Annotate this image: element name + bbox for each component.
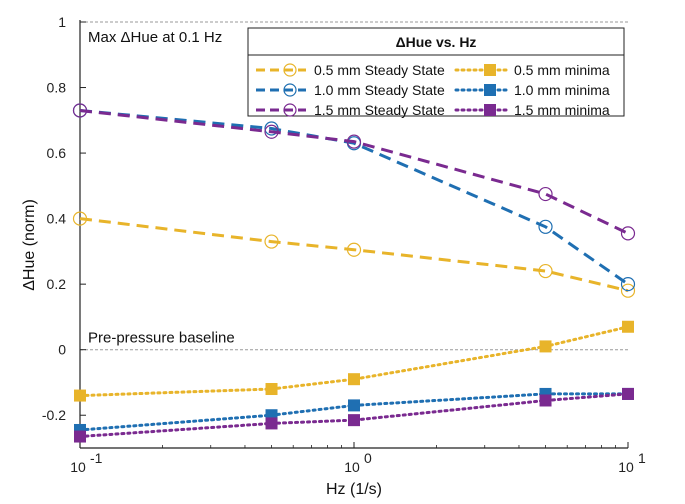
x-tick-label: 10 bbox=[618, 459, 634, 475]
legend-swatch-marker bbox=[484, 104, 496, 116]
legend-label: 1.5 mm minima bbox=[514, 102, 610, 118]
series-line bbox=[79, 109, 629, 286]
series-1-5-mm-steady-state bbox=[72, 103, 636, 241]
series-layer bbox=[72, 103, 636, 443]
legend-swatch-marker bbox=[484, 64, 496, 76]
x-tick-exponent: 0 bbox=[364, 450, 372, 466]
x-tick-label: 10 bbox=[344, 459, 360, 475]
y-tick-label: -0.2 bbox=[42, 407, 66, 423]
data-point bbox=[620, 226, 636, 241]
data-point bbox=[538, 219, 553, 234]
x-tick-exponent: 1 bbox=[638, 450, 646, 466]
series-0-5-mm-minima bbox=[74, 320, 634, 402]
data-point bbox=[620, 277, 636, 292]
baseline-annotation: Pre-pressure baseline bbox=[88, 330, 235, 347]
x-tick-label: 10 bbox=[70, 459, 86, 475]
data-point bbox=[538, 263, 553, 279]
series-0-5-mm-steady-state bbox=[72, 211, 636, 298]
legend-swatch-marker bbox=[283, 63, 297, 77]
legend-label: 0.5 mm minima bbox=[514, 62, 610, 78]
y-axis-label: ΔHue (norm) bbox=[21, 199, 38, 291]
data-point bbox=[74, 430, 86, 443]
y-tick-label: 1 bbox=[58, 14, 66, 30]
data-point bbox=[346, 134, 362, 149]
legend-item: 1.5 mm minima bbox=[454, 102, 610, 118]
series-1-5-mm-minima bbox=[74, 387, 634, 443]
y-tick-label: 0.4 bbox=[47, 211, 67, 227]
y-tick-label: 0 bbox=[58, 342, 66, 358]
x-tick-exponent: -1 bbox=[90, 450, 103, 466]
series-line bbox=[79, 217, 629, 293]
legend-swatch-marker bbox=[484, 84, 496, 96]
data-point bbox=[72, 211, 88, 226]
legend-label: 1.5 mm Steady State bbox=[314, 102, 445, 118]
legend-label: 0.5 mm Steady State bbox=[314, 62, 445, 78]
reference-lines bbox=[80, 21, 628, 351]
data-point bbox=[348, 373, 360, 386]
data-point bbox=[265, 383, 278, 396]
data-point bbox=[539, 394, 552, 407]
legend-swatch-marker bbox=[283, 83, 297, 97]
data-point bbox=[538, 186, 553, 202]
legend-item: 1.0 mm Steady State bbox=[256, 82, 445, 98]
legend-item: 0.5 mm Steady State bbox=[256, 62, 445, 78]
legend-label: 1.0 mm Steady State bbox=[314, 82, 445, 98]
data-point bbox=[620, 283, 636, 298]
data-point bbox=[348, 399, 360, 412]
annotations: Max ΔHue at 0.1 Hz Pre-pressure baseline bbox=[88, 29, 235, 347]
data-point bbox=[622, 387, 634, 400]
legend-title: ΔHue vs. Hz bbox=[396, 34, 477, 50]
legend-item: 1.0 mm minima bbox=[454, 82, 610, 98]
data-point bbox=[265, 417, 278, 430]
y-tick-label: 0.6 bbox=[47, 145, 67, 161]
y-tick-label: 0.2 bbox=[47, 276, 67, 292]
x-axis-label: Hz (1/s) bbox=[326, 481, 382, 498]
data-point bbox=[264, 121, 279, 136]
legend-swatch-marker bbox=[283, 103, 297, 117]
max-hue-annotation: Max ΔHue at 0.1 Hz bbox=[88, 29, 222, 46]
legend-label: 1.0 mm minima bbox=[514, 82, 610, 98]
series-line bbox=[79, 109, 629, 235]
legend-item: 1.5 mm Steady State bbox=[256, 102, 445, 118]
data-point bbox=[348, 414, 360, 427]
data-point bbox=[346, 242, 362, 257]
data-point bbox=[74, 389, 86, 402]
legend-item: 0.5 mm minima bbox=[454, 62, 610, 78]
data-point bbox=[72, 103, 88, 118]
legend-box bbox=[247, 27, 625, 117]
data-point bbox=[622, 320, 634, 333]
data-point bbox=[264, 124, 279, 139]
y-tick-label: 0.8 bbox=[47, 80, 67, 96]
legend: ΔHue vs. Hz 0.5 mm Steady State 1.0 mm Ste… bbox=[247, 27, 625, 118]
data-point bbox=[264, 234, 279, 249]
data-point bbox=[539, 340, 552, 353]
